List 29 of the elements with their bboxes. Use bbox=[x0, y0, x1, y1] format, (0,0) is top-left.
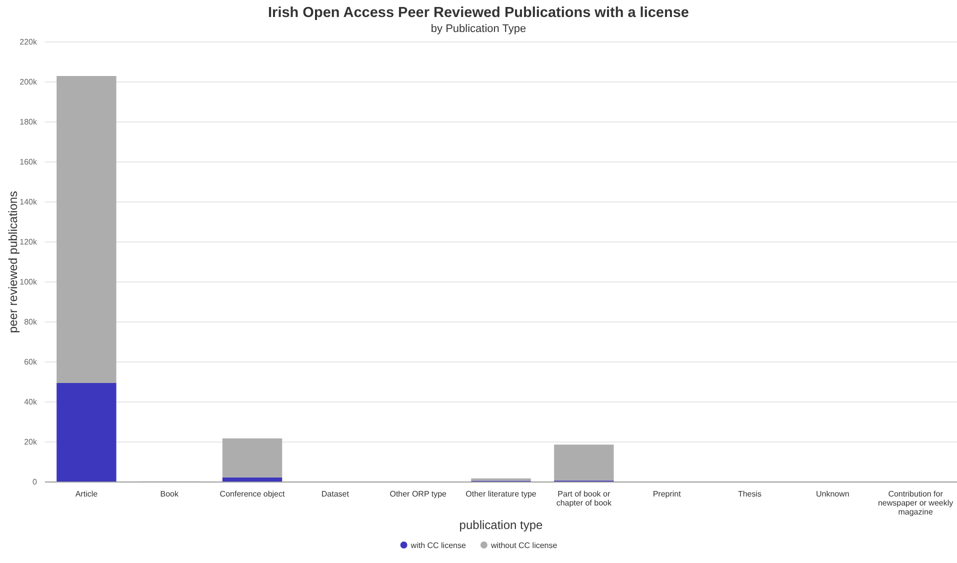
x-tick-label: Conference object bbox=[220, 490, 286, 499]
chart-subtitle: by Publication Type bbox=[430, 23, 526, 35]
x-tick-label: Part of book or chapter of book bbox=[556, 490, 612, 508]
y-tick-label: 100k bbox=[20, 278, 38, 287]
y-tick-label: 120k bbox=[20, 238, 38, 247]
y-tick-label: 40k bbox=[24, 398, 38, 407]
x-tick-label: Unknown bbox=[816, 490, 850, 499]
y-tick-label: 140k bbox=[20, 198, 38, 207]
legend-label: without CC license bbox=[490, 541, 558, 550]
y-tick-label: 200k bbox=[20, 78, 38, 87]
y-tick-label: 60k bbox=[24, 358, 38, 367]
chart-title: Irish Open Access Peer Reviewed Publications with a license bbox=[268, 5, 689, 21]
x-axis-title: publication type bbox=[459, 518, 544, 532]
x-tick-label: Article bbox=[75, 490, 98, 499]
x-tick-label: Dataset bbox=[321, 490, 350, 499]
legend-label: with CC license bbox=[410, 541, 466, 550]
y-tick-label: 0 bbox=[32, 478, 38, 487]
x-tick-label: Thesis bbox=[738, 490, 762, 499]
x-tick-label: Other literature type bbox=[466, 490, 537, 499]
y-tick-label: 180k bbox=[20, 118, 38, 127]
x-tick-label: Preprint bbox=[652, 490, 682, 499]
x-tick-label: Book bbox=[160, 490, 180, 499]
y-axis-title: peer reviewed publications bbox=[6, 190, 20, 334]
y-tick-label: 80k bbox=[24, 318, 38, 327]
x-tick-label: Contribution for newspaper or weekly magazine bbox=[878, 490, 954, 516]
y-tick-label: 220k bbox=[20, 38, 38, 47]
x-tick-label: Other ORP type bbox=[390, 490, 448, 499]
y-tick-label: 160k bbox=[20, 158, 38, 167]
y-tick-label: 20k bbox=[24, 438, 38, 447]
